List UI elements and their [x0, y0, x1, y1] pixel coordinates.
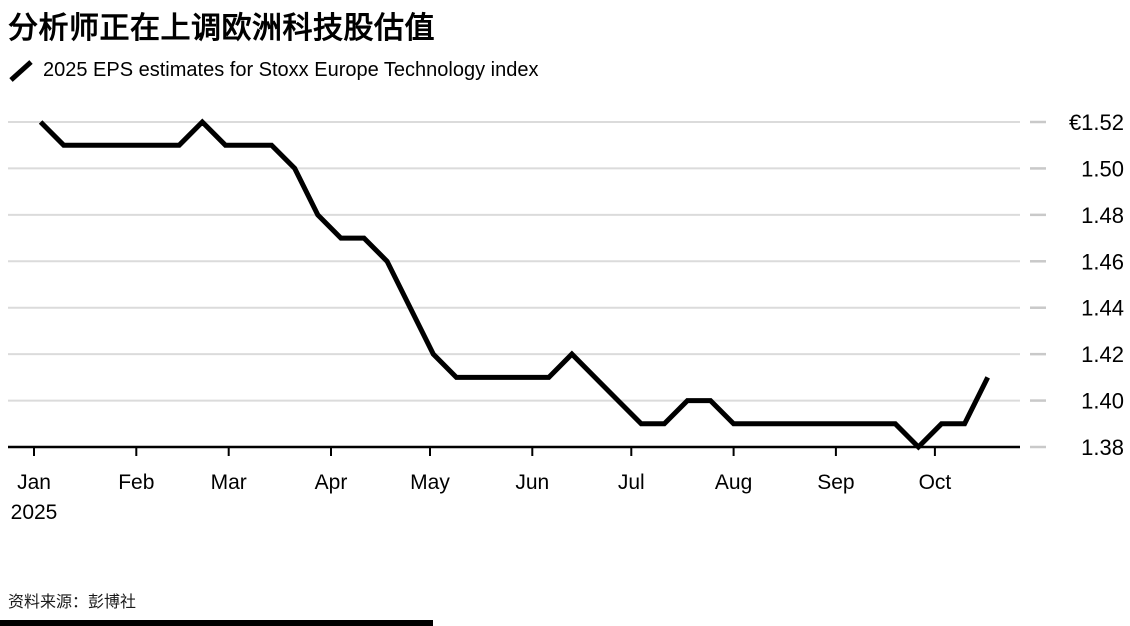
chart-title: 分析师正在上调欧洲科技股估值	[8, 12, 435, 45]
x-tick-label: Jun	[515, 471, 549, 494]
x-tick-label: Oct	[919, 471, 952, 494]
y-axis-label: 1.46	[1081, 249, 1124, 274]
y-axis-label: 1.48	[1081, 203, 1124, 228]
x-tick-label: Jan	[17, 471, 51, 494]
x-tick-label: Mar	[211, 471, 247, 494]
gridlines	[8, 121, 1020, 402]
y-axis-label: 1.40	[1081, 389, 1124, 414]
line-series-legend-icon	[9, 59, 33, 82]
eps-series-line	[38, 118, 990, 451]
x-axis: Jan 2025 Feb Mar Apr May Jun Jul Aug Sep Oct	[8, 445, 1020, 524]
y-axis-label: 1.50	[1081, 156, 1124, 181]
x-tick-label: Apr	[315, 471, 348, 494]
y-axis: €1.52 1.50 1.48 1.46 1.44 1.42 1.40 1.38	[1030, 110, 1124, 460]
y-axis-label: €1.52	[1069, 110, 1124, 135]
y-axis-label: 1.38	[1081, 435, 1124, 460]
bottom-edge-bar	[0, 620, 433, 626]
x-tick-label: Sep	[817, 471, 854, 494]
legend: 2025 EPS estimates for Stoxx Europe Tech…	[8, 59, 538, 82]
y-axis-label: 1.42	[1081, 342, 1124, 367]
x-tick-label: May	[410, 471, 450, 494]
source-note: 资料来源：彭博社	[8, 594, 137, 611]
x-tick-label: Aug	[715, 471, 752, 494]
x-axis-year-label: 2025	[11, 501, 58, 524]
y-axis-label: 1.44	[1081, 296, 1124, 321]
x-tick-label: Feb	[118, 471, 154, 494]
chart-header: 分析师正在上调欧洲科技股估值 2025 EPS estimates for St…	[8, 10, 538, 82]
legend-label: 2025 EPS estimates for Stoxx Europe Tech…	[43, 59, 539, 81]
x-tick-label: Jul	[618, 471, 645, 494]
